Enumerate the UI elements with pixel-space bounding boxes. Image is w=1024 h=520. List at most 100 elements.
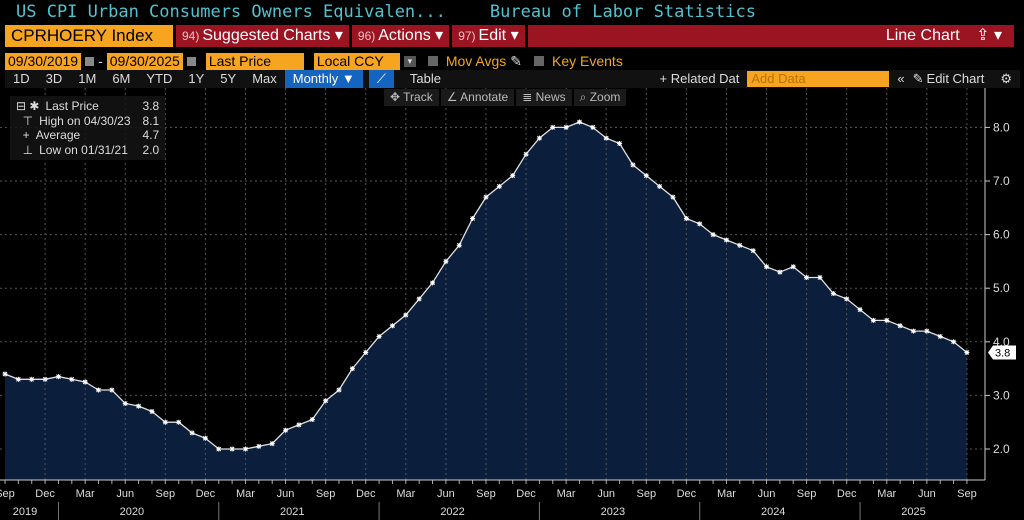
period-1y[interactable]: 1Y <box>188 71 205 86</box>
data-point <box>924 328 930 334</box>
period-1d[interactable]: 1D <box>13 71 30 86</box>
pencil-icon[interactable]: ✎ <box>510 52 522 69</box>
table-button[interactable]: Table <box>409 71 441 86</box>
legend-label: Average <box>35 128 81 142</box>
collapse-icon[interactable]: « <box>897 71 905 86</box>
x-tick-label: Sep <box>636 488 656 500</box>
year-label: 2021 <box>280 506 304 518</box>
data-point <box>176 419 182 425</box>
x-tick-label: Jun <box>758 488 776 500</box>
mov-avgs-label: Mov Avgs <box>445 53 507 69</box>
button-label: Suggested Charts ▾ <box>202 27 343 44</box>
x-tick-label: Sep <box>0 488 15 500</box>
data-point <box>349 366 355 372</box>
data-point <box>510 173 516 179</box>
calendar-icon[interactable] <box>186 56 196 66</box>
year-label: 2023 <box>601 506 625 518</box>
data-point <box>937 333 943 339</box>
data-point <box>189 430 195 436</box>
zoom-button[interactable]: ⌕ Zoom <box>573 89 627 106</box>
edit-chart-button[interactable]: Edit Chart <box>926 71 985 86</box>
x-tick-label: Jun <box>277 488 295 500</box>
data-point <box>69 376 75 382</box>
period-5y[interactable]: 5Y <box>220 71 237 86</box>
x-tick-label: Jun <box>597 488 615 500</box>
actions-button[interactable]: 96) Actions ▾ <box>351 25 450 47</box>
share-icon[interactable]: ⇪ ▾ <box>976 27 1002 44</box>
chart-type-bar[interactable]: Line Chart ⇪ ▾ <box>527 25 1014 47</box>
mov-avgs-checkbox[interactable] <box>427 56 438 66</box>
legend-last-price: ⊟ ✱ Last Price 3.8 <box>16 99 159 114</box>
calendar-icon[interactable] <box>85 56 95 66</box>
legend-label: High on 04/30/23 <box>39 113 131 128</box>
x-tick-label: Dec <box>356 488 376 500</box>
data-point <box>617 140 623 146</box>
data-point <box>229 446 235 452</box>
shortcut-number: 97) <box>458 29 476 43</box>
data-point <box>844 296 850 302</box>
currency-select[interactable]: Local CCY <box>313 52 400 70</box>
data-point <box>15 376 21 382</box>
year-label: 2024 <box>761 506 785 518</box>
data-point <box>456 242 462 248</box>
period-6m[interactable]: 6M <box>112 71 131 86</box>
end-date-input[interactable]: 09/30/2025 <box>106 52 183 70</box>
key-events-checkbox[interactable] <box>534 56 544 66</box>
data-point <box>96 387 102 393</box>
data-point <box>430 280 436 286</box>
start-date-input[interactable]: 09/30/2019 <box>5 52 82 70</box>
suggested-charts-button[interactable]: 94) Suggested Charts ▾ <box>176 25 349 47</box>
main-toolbar: CPRHOERY Index 94) Suggested Charts ▾ 96)… <box>5 25 1014 47</box>
data-point <box>804 274 810 280</box>
data-point <box>830 291 836 297</box>
shortcut-number: 94) <box>182 29 200 43</box>
legend-value: 8.1 <box>142 113 160 128</box>
data-point <box>483 194 489 200</box>
data-point <box>309 417 315 423</box>
annotate-button[interactable]: ∠ Annotate <box>440 89 515 106</box>
y-tick-label: 3.0 <box>993 388 1010 402</box>
security-title: US CPI Urban Consumers Owners Equivalen.… <box>16 2 446 22</box>
data-point <box>897 323 903 329</box>
last-value-badge <box>988 345 1016 360</box>
news-button[interactable]: ≣ News <box>516 89 572 106</box>
frequency-select[interactable]: Monthly ▼ <box>284 70 363 88</box>
data-point <box>737 242 743 248</box>
x-tick-label: Sep <box>957 488 977 500</box>
track-button[interactable]: ✥ Track <box>384 89 439 106</box>
dropdown-arrow-icon[interactable]: ▾ <box>403 55 416 67</box>
period-3d[interactable]: 3D <box>45 71 63 86</box>
ticker-field[interactable]: CPRHOERY Index <box>5 25 173 47</box>
y-tick-label: 6.0 <box>993 228 1010 242</box>
data-point <box>777 269 783 275</box>
period-ytd[interactable]: YTD <box>146 71 173 86</box>
shortcut-number: 96) <box>357 29 376 43</box>
data-point <box>857 307 863 313</box>
line-chart-icon[interactable]: ⟋ <box>368 70 394 88</box>
data-point <box>630 162 636 168</box>
x-tick-label: Mar <box>877 488 896 500</box>
last-value-label: 3.8 <box>995 348 1010 360</box>
button-label: Edit ▾ <box>478 27 519 44</box>
x-tick-label: Sep <box>156 488 176 500</box>
data-point <box>122 400 128 406</box>
data-point <box>470 216 476 222</box>
related-data-button[interactable]: + Related Dat <box>659 71 740 86</box>
chart-area[interactable]: 2.0 3.0 4.0 5.0 6.0 7.0 8.0 Sep Dec Mar Jun Sep Dec M… <box>0 88 1024 520</box>
legend-average: + Average 4.7 <box>16 128 160 143</box>
period-max[interactable]: Max <box>252 71 277 86</box>
add-data-input[interactable]: Add Data <box>747 71 890 87</box>
field-select[interactable]: Last Price <box>205 52 304 70</box>
data-point <box>149 408 155 414</box>
x-tick-label: Dec <box>196 488 216 500</box>
y-tick-label: 2.0 <box>993 442 1010 456</box>
high-icon: ⊤ <box>16 113 34 128</box>
data-point <box>256 443 262 449</box>
data-point <box>590 124 596 130</box>
edit-button[interactable]: 97) Edit ▾ <box>452 25 525 47</box>
gear-icon[interactable]: ⚙ <box>1000 71 1012 86</box>
period-1m[interactable]: 1M <box>78 71 97 86</box>
legend-value: 2.0 <box>142 142 160 157</box>
data-point <box>2 371 8 377</box>
zoom-label: Zoom <box>589 90 621 104</box>
